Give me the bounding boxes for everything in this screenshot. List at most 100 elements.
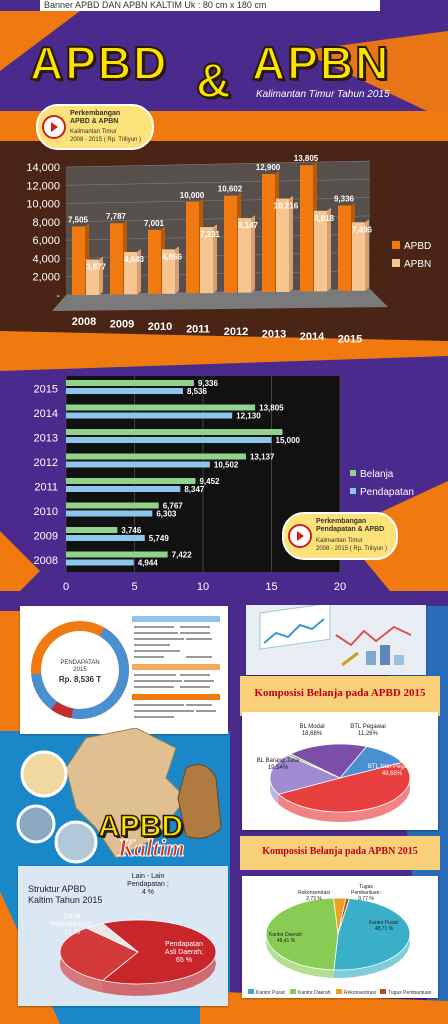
- photo-building-1: [20, 750, 68, 798]
- chart1-bar: [86, 259, 99, 295]
- chart2-bar: [66, 527, 118, 533]
- chart1-xtick: 2013: [262, 329, 286, 341]
- legend-swatch-rekonsentrasi: [336, 989, 342, 994]
- legend-rekonsentrasi: Rekonsentrasi: [344, 990, 376, 996]
- chart2-value-label: 13,137: [250, 453, 275, 462]
- legend-swatch-tugas: [380, 989, 386, 994]
- chart1-ytick: 2,000: [32, 272, 60, 284]
- pie-label: Kantor Daerah:: [269, 932, 303, 938]
- chart1-bar: [238, 218, 251, 293]
- apbd-composition-title-bar: [240, 676, 440, 716]
- chart1-value-label: 10,216: [274, 202, 299, 211]
- chart2-value-label: 7,422: [172, 551, 193, 560]
- pie-slice: [333, 898, 411, 971]
- chart2-bar: [66, 437, 272, 443]
- chart1-xtick: 2009: [110, 319, 134, 331]
- chart1-bar-side: [137, 248, 141, 295]
- chart2-xtick: 5: [131, 581, 137, 593]
- legend-kantor-daerah: Kantor Daerah: [298, 990, 331, 996]
- chart1-value-label: 4,866: [162, 252, 183, 261]
- legend-swatch-kantor-pusat: [248, 989, 254, 994]
- chart1-bar: [352, 222, 365, 291]
- badge2-line4: 2008 - 2015 ( Rp. Triliyun ): [316, 546, 388, 552]
- legend-tugas: Tugas Pembantuan: [388, 990, 432, 996]
- chart2-bar: [66, 461, 210, 468]
- kaltim-map-collage: [16, 728, 222, 864]
- chart1-bar: [276, 198, 289, 292]
- header-subtitle: Kalimantan Timur Tahun 2015: [256, 89, 390, 100]
- pie-label: 65 %: [176, 957, 192, 964]
- chart1-gridline: [65, 197, 371, 204]
- pie-label: 11,26%: [358, 731, 379, 737]
- chart2-ytick: 2010: [34, 506, 58, 518]
- pie-label: BTL Pegawai: [350, 724, 385, 730]
- chart2-bar: [66, 502, 159, 509]
- chart1-backwall: [66, 161, 370, 295]
- pie-label: 2,73 %: [306, 896, 322, 902]
- chart1-bar: [200, 227, 213, 294]
- chart2-value-label: 15,000: [276, 436, 301, 445]
- pie-label: BTL Non Pegawai: [368, 764, 416, 770]
- pie-label: 19,54%: [268, 765, 289, 771]
- pie-label: Asli Daerah;: [165, 949, 203, 956]
- pie-label: 48,41 %: [277, 938, 296, 944]
- chart2-bar: [66, 478, 196, 484]
- pie-slice: [85, 923, 139, 953]
- chart1-ytick: 4,000: [32, 253, 60, 265]
- apbn-pie-card: Kantor Pusat: 48,71 % Kantor Daerah: 48,41 …: [242, 876, 438, 998]
- chart2-bar: [66, 404, 256, 411]
- chart1-bar: [300, 165, 313, 292]
- chart2-value-label: 8,347: [184, 485, 205, 494]
- chart2-bar: [66, 380, 194, 386]
- chart1-bar: [186, 201, 199, 294]
- pie-label: Dana: [64, 913, 81, 920]
- chart1-bar-side: [365, 219, 369, 291]
- pie-label: Kantor Pusat:: [369, 920, 399, 926]
- chart2-legend-label: Belanja: [360, 469, 394, 480]
- legend-swatch-kantor-daerah: [290, 989, 296, 994]
- chart2-xtick: 10: [197, 581, 209, 593]
- chart-graphic-card: [246, 602, 426, 675]
- chart1-bar-side: [289, 195, 293, 292]
- pie-label: 31 %: [64, 929, 80, 936]
- chart1-bar-side: [175, 246, 179, 294]
- chart2-ytick: 2009: [34, 530, 58, 542]
- chart1-bar-side: [251, 215, 255, 293]
- badge-apbd-apbn: Perkembangan APBD & APBN Kalimantan Timu…: [36, 104, 154, 150]
- chart1-bar: [338, 205, 351, 291]
- badge2-line1: Perkembangan: [316, 518, 367, 525]
- pie-slice: [265, 897, 339, 971]
- chart1-value-label: 10,602: [218, 185, 243, 194]
- logo-apbd: APBD: [97, 809, 184, 844]
- badge1-line3: Kalimantan Timur: [70, 129, 117, 135]
- chart1-xtick: 2014: [300, 331, 325, 343]
- chart-apbd-apbn: 14,000 12,000 10,000 8,000 6,000 4,000 2,000 - 7…: [26, 155, 431, 346]
- pie-label: Perimbangan;: [50, 921, 94, 928]
- chart2-xtick: 20: [334, 581, 346, 593]
- chart1-ytick: 12,000: [26, 180, 60, 192]
- pie-label: Pendapatan ;: [127, 881, 169, 888]
- money-sack-icon: [177, 764, 222, 839]
- pie-label: 49,65%: [382, 771, 403, 777]
- logo-kaltim: Kaltim: [118, 836, 186, 863]
- chart1-xtick: 2011: [186, 324, 210, 336]
- donut-center-3: Rp. 8,536 T: [58, 675, 102, 684]
- pie-slice: [277, 762, 411, 813]
- chart1-value-label: 8,818: [314, 214, 335, 223]
- pie-label: 0,77 %: [358, 896, 374, 902]
- pendapatan-donut: [30, 616, 220, 719]
- chart1-value-label: 13,805: [294, 155, 319, 163]
- chart2-ytick: 2011: [34, 481, 58, 493]
- chart1-value-label: 7,001: [144, 219, 165, 228]
- pie-label: 18,68%: [302, 731, 323, 737]
- apbn-composition-title: Komposisi Belanja pada APBN 2015: [262, 846, 418, 857]
- chart1-bar-side: [213, 224, 217, 294]
- chart2-value-label: 8,536: [187, 387, 208, 396]
- donut-center-2: 2015: [73, 667, 87, 673]
- badge2-line3: Kalimantan Timur: [316, 538, 363, 544]
- chart1-ytick: -: [56, 290, 60, 302]
- arrow-icon: [42, 115, 66, 139]
- pie-label: Lain - Lain: [132, 873, 165, 880]
- chart1-xtick: 2010: [148, 321, 172, 333]
